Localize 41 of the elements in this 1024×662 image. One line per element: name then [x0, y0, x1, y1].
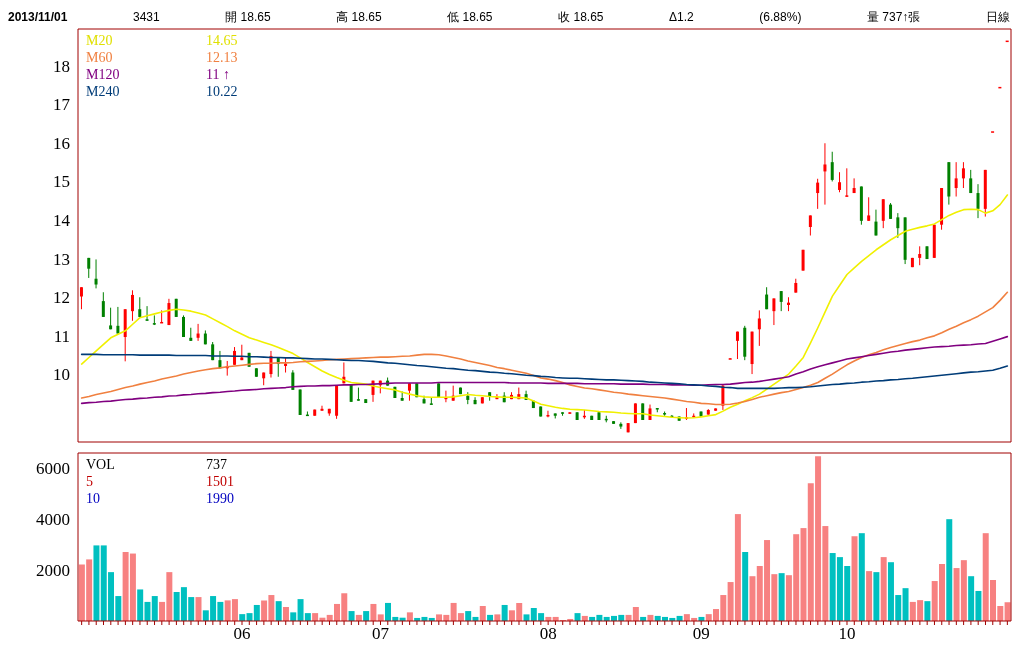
text: 低 18.65: [447, 8, 493, 26]
y-tick-label: 17: [53, 95, 71, 115]
text: M20: [86, 32, 114, 49]
y-tick-label: 14: [53, 211, 71, 231]
text: 高 18.65: [336, 8, 382, 26]
annotation: 737: [206, 456, 227, 473]
chart-title: 2013/11/01: [8, 10, 68, 24]
y-tick-label: 18: [53, 56, 70, 76]
text: 開 18.65: [225, 8, 271, 26]
text: M240: [86, 83, 121, 100]
text: Δ1.2: [669, 10, 694, 24]
y-tick-label: 13: [53, 249, 70, 269]
text: 3431: [132, 10, 160, 24]
y-tick-label: 12: [53, 288, 70, 308]
text: (6.88%): [759, 10, 802, 24]
annotation: 1501: [206, 473, 234, 490]
x-tick-label: 10: [838, 624, 856, 644]
x-tick-label: 09: [692, 624, 710, 644]
y-tick-label: 10: [53, 365, 70, 385]
text: 日線: [985, 8, 1010, 26]
annotation: 10: [86, 490, 101, 507]
y-tick-label: 11: [53, 326, 70, 346]
text: VOL: [86, 456, 116, 473]
text: M120: [86, 66, 121, 83]
x-tick-label: 06: [233, 624, 251, 644]
annotation: 1990: [206, 490, 234, 507]
y-tick-label: 16: [53, 133, 70, 153]
x-tick-label: 07: [372, 624, 390, 644]
text: 收 18.65: [558, 8, 604, 26]
annotation: 12.13: [206, 49, 238, 66]
x-tick-label: 08: [539, 624, 557, 644]
y-tick-label: 4000: [36, 510, 70, 530]
annotation: 14.65: [206, 32, 238, 49]
annotation: 11 ↑: [206, 66, 230, 83]
annotation: 10.22: [206, 83, 238, 100]
y-tick-label: 2000: [36, 561, 70, 581]
text: M60: [86, 49, 114, 66]
y-tick-label: 15: [53, 172, 70, 192]
text: 量 737↑張: [866, 8, 921, 26]
annotation: 5: [86, 473, 94, 490]
y-tick-label: 6000: [36, 459, 70, 479]
